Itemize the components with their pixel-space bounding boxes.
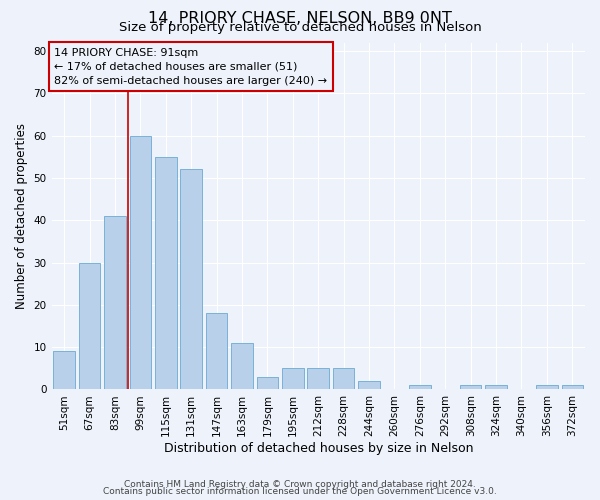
Text: Size of property relative to detached houses in Nelson: Size of property relative to detached ho… [119,22,481,35]
Bar [79,262,100,390]
Y-axis label: Number of detached properties: Number of detached properties [15,123,28,309]
Bar [409,385,431,390]
Bar [333,368,355,390]
X-axis label: Distribution of detached houses by size in Nelson: Distribution of detached houses by size … [164,442,473,455]
Bar [206,314,227,390]
Bar [460,385,481,390]
Text: 14, PRIORY CHASE, NELSON, BB9 0NT: 14, PRIORY CHASE, NELSON, BB9 0NT [148,11,452,26]
Bar [485,385,507,390]
Bar [181,170,202,390]
Bar [155,156,176,390]
Bar [282,368,304,390]
Bar [536,385,557,390]
Bar [231,343,253,390]
Bar [562,385,583,390]
Bar [130,136,151,390]
Bar [53,352,75,390]
Bar [257,377,278,390]
Text: Contains HM Land Registry data © Crown copyright and database right 2024.: Contains HM Land Registry data © Crown c… [124,480,476,489]
Text: Contains public sector information licensed under the Open Government Licence v3: Contains public sector information licen… [103,487,497,496]
Bar [104,216,126,390]
Bar [358,381,380,390]
Text: 14 PRIORY CHASE: 91sqm
← 17% of detached houses are smaller (51)
82% of semi-det: 14 PRIORY CHASE: 91sqm ← 17% of detached… [54,48,328,86]
Bar [307,368,329,390]
